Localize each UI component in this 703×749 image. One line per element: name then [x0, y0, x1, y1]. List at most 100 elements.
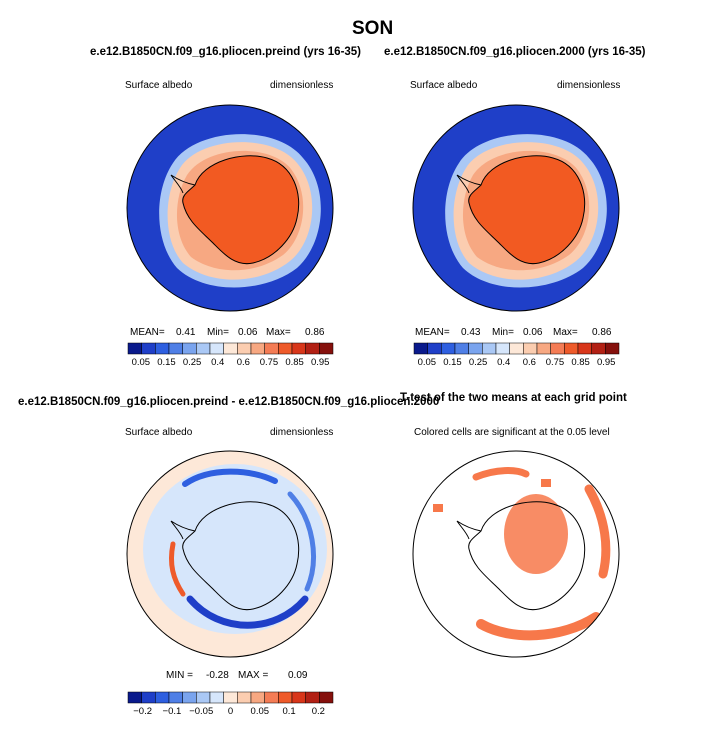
diff-pos-band-west [168, 541, 186, 597]
peninsula [456, 520, 482, 540]
colorbar-tick-label: 0.05 [251, 706, 269, 717]
colorbar-tick-label: 0.05 [418, 357, 437, 368]
colorbar-swatch [141, 342, 156, 355]
colorbar-swatch [591, 342, 606, 355]
colorbar-tick-label: −0.05 [189, 706, 213, 717]
colorbar-swatch [550, 342, 565, 355]
colorbar-tick-label: −0.2 [133, 706, 152, 717]
panel2-mean-value: 0.43 [461, 327, 481, 338]
panel1-title: e.e12.B1850CN.f09_g16.pliocen.preind (yr… [90, 46, 362, 58]
panel3-max-label: MAX = [238, 670, 269, 681]
panel1-mean-label: MEAN= [130, 327, 165, 338]
colorbar-swatch [155, 342, 170, 355]
colorbar-swatch [564, 342, 579, 355]
panel3-right-label: dimensionless [270, 427, 334, 438]
panel2-colorbar: 0.05 0.15 0.25 0.4 0.6 0.75 0.85 0.95 [413, 342, 620, 368]
panel4-subtitle: Colored cells are significant at the 0.0… [414, 427, 610, 438]
colorbar-tick-label: 0.25 [469, 357, 488, 368]
panel3-min-value: -0.28 [206, 670, 229, 681]
panel1-max-value: 0.86 [305, 327, 325, 338]
panel1-max-label: Max= [266, 327, 291, 338]
panel3-left-label: Surface albedo [125, 427, 193, 438]
diff-light-zone [143, 464, 327, 634]
colorbar-swatch [495, 342, 510, 355]
colorbar-tick-label: 0.75 [546, 357, 565, 368]
colorbar-swatch [264, 691, 279, 704]
map-border [126, 104, 334, 312]
panel3-min-label: MIN = [166, 670, 193, 681]
panel1-min-value: 0.06 [238, 327, 258, 338]
panel2-right-label: dimensionless [557, 80, 621, 91]
signif-patch-nw [541, 479, 551, 487]
panel2-min-value: 0.06 [523, 327, 543, 338]
signif-ring-east [584, 484, 611, 579]
peninsula [456, 174, 482, 194]
panel4-map [412, 450, 620, 658]
colorbar-swatch [237, 691, 252, 704]
panel3-map [126, 450, 334, 658]
antarctica-land [182, 155, 300, 265]
panel2-title: e.e12.B1850CN.f09_g16.pliocen.2000 (yrs … [384, 46, 646, 58]
colorbar-tick-label: 0.4 [211, 357, 224, 368]
peninsula [170, 174, 196, 194]
colorbar-swatch [536, 342, 551, 355]
panel1-map [126, 104, 334, 312]
signif-patch-west [433, 504, 443, 512]
colorbar-swatch [427, 342, 442, 355]
map-border [126, 450, 334, 658]
colorbar-swatch [182, 342, 197, 355]
colorbar-tick-label: 0 [228, 706, 233, 717]
panel2-max-label: Max= [553, 327, 578, 338]
colorbar-swatch [278, 691, 293, 704]
panel1-min-label: Min= [207, 327, 229, 338]
colorbar-tick-label: 0.1 [282, 706, 295, 717]
colorbar-tick-label: 0.75 [260, 357, 279, 368]
colorbar-swatch [209, 342, 224, 355]
colorbar-swatch [196, 691, 211, 704]
diff-neg-band-north [182, 468, 278, 487]
antarctica-land [468, 155, 586, 265]
colorbar-swatch [223, 691, 238, 704]
signif-ring-north [472, 467, 530, 481]
map-border [412, 104, 620, 312]
panel2-map [412, 104, 620, 312]
colorbar-tick-label: 0.95 [311, 357, 330, 368]
signif-interior [504, 494, 568, 574]
colorbar-swatch [319, 342, 334, 355]
antarctica-outline [468, 501, 586, 611]
colorbar-swatch [155, 691, 170, 704]
colorbar-swatch [127, 342, 142, 355]
colorbar-swatch [196, 342, 211, 355]
colorbar-swatch [250, 342, 265, 355]
panel1-left-label: Surface albedo [125, 80, 193, 91]
colorbar-swatch [264, 342, 279, 355]
colorbar-swatch [482, 342, 497, 355]
colorbar-tick-label: 0.15 [157, 357, 176, 368]
colorbar-swatch [250, 691, 265, 704]
colorbar-swatch [291, 342, 306, 355]
panel4-title: T-test of the two means at each grid poi… [400, 392, 627, 404]
colorbar-tick-label: 0.6 [523, 357, 536, 368]
panel3-colorbar: −0.2 −0.1 −0.05 0 0.05 0.1 0.2 [127, 691, 334, 717]
colorbar-tick-label: 0.15 [443, 357, 462, 368]
colorbar-swatch [605, 342, 620, 355]
panel2-max-value: 0.86 [592, 327, 612, 338]
map-border [412, 450, 620, 658]
panel1-colorbar: 0.05 0.15 0.25 0.4 0.6 0.75 0.85 0.95 [127, 342, 334, 368]
colorbar-swatch [454, 342, 469, 355]
colorbar-tick-label: 0.6 [237, 357, 250, 368]
colorbar-tick-label: 0.4 [497, 357, 510, 368]
panel2-min-label: Min= [492, 327, 514, 338]
panel2-left-label: Surface albedo [410, 80, 478, 91]
colorbar-tick-label: 0.85 [285, 357, 304, 368]
diff-neg-band-south [186, 595, 309, 629]
colorbar-swatch [509, 342, 524, 355]
colorbar-tick-label: −0.1 [163, 706, 182, 717]
colorbar-swatch [127, 691, 142, 704]
colorbar-swatch [209, 691, 224, 704]
panel1-mean-value: 0.41 [176, 327, 196, 338]
colorbar-swatch [305, 342, 320, 355]
panel2-mean-label: MEAN= [415, 327, 450, 338]
colorbar-swatch [305, 691, 320, 704]
colorbar-swatch [278, 342, 293, 355]
